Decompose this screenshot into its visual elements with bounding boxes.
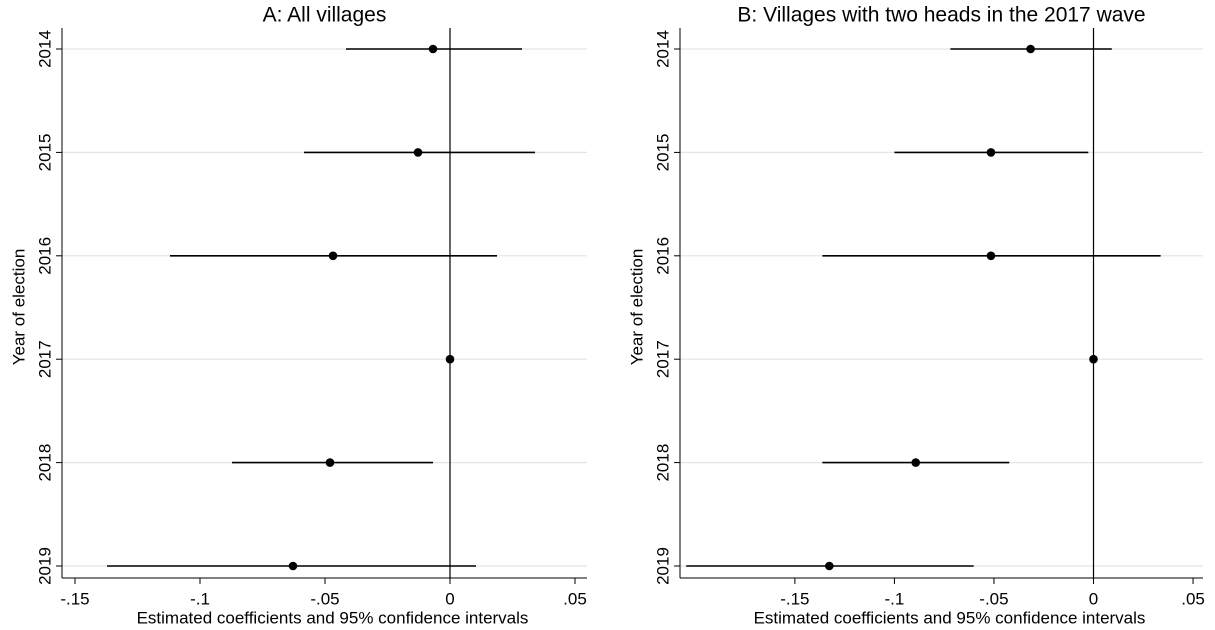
x-tick-label: -.05 [310, 589, 339, 608]
x-tick-label: -.15 [60, 589, 89, 608]
point-estimate [413, 148, 423, 157]
y-tick-label: 2015 [35, 133, 54, 171]
y-tick-label: 2015 [653, 133, 672, 171]
x-tick-label: -.1 [884, 589, 904, 608]
x-tick-label: -.1 [190, 589, 210, 608]
point-estimate [428, 44, 438, 54]
y-axis-title: Year of election [9, 249, 28, 366]
point-estimate [911, 458, 921, 467]
x-axis-title: Estimated coefficients and 95% confidenc… [137, 608, 529, 627]
point-estimate [825, 561, 834, 571]
y-tick-label: 2019 [653, 547, 672, 585]
y-tick-label: 2016 [653, 237, 672, 275]
x-axis-title: Estimated coefficients and 95% confidenc… [754, 608, 1146, 627]
y-tick-label: 2014 [35, 30, 54, 68]
point-estimate [328, 251, 338, 261]
y-tick-label: 2017 [653, 340, 672, 378]
y-tick-label: 2014 [653, 30, 672, 68]
point-estimate [1026, 44, 1035, 54]
x-tick-label: .05 [563, 589, 587, 608]
point-estimate [986, 251, 996, 261]
point-estimate [288, 561, 298, 571]
y-tick-label: 2017 [35, 340, 54, 378]
y-tick-label: 2018 [653, 444, 672, 482]
y-tick-label: 2018 [35, 444, 54, 482]
y-axis-title: Year of election [627, 249, 646, 366]
x-tick-label: 0 [1089, 589, 1098, 608]
chart-title: A: All villages [263, 4, 387, 27]
y-tick-label: 2016 [35, 237, 54, 275]
point-estimate [445, 354, 455, 364]
point-estimate [325, 458, 335, 467]
y-tick-label: 2019 [35, 547, 54, 585]
point-estimate [1089, 354, 1098, 364]
x-tick-label: 0 [445, 589, 454, 608]
x-tick-label: -.15 [780, 589, 809, 608]
point-estimate [986, 148, 996, 157]
x-tick-label: .05 [1181, 589, 1205, 608]
x-tick-label: -.05 [979, 589, 1008, 608]
chart-title: B: Villages with two heads in the 2017 w… [737, 4, 1145, 27]
